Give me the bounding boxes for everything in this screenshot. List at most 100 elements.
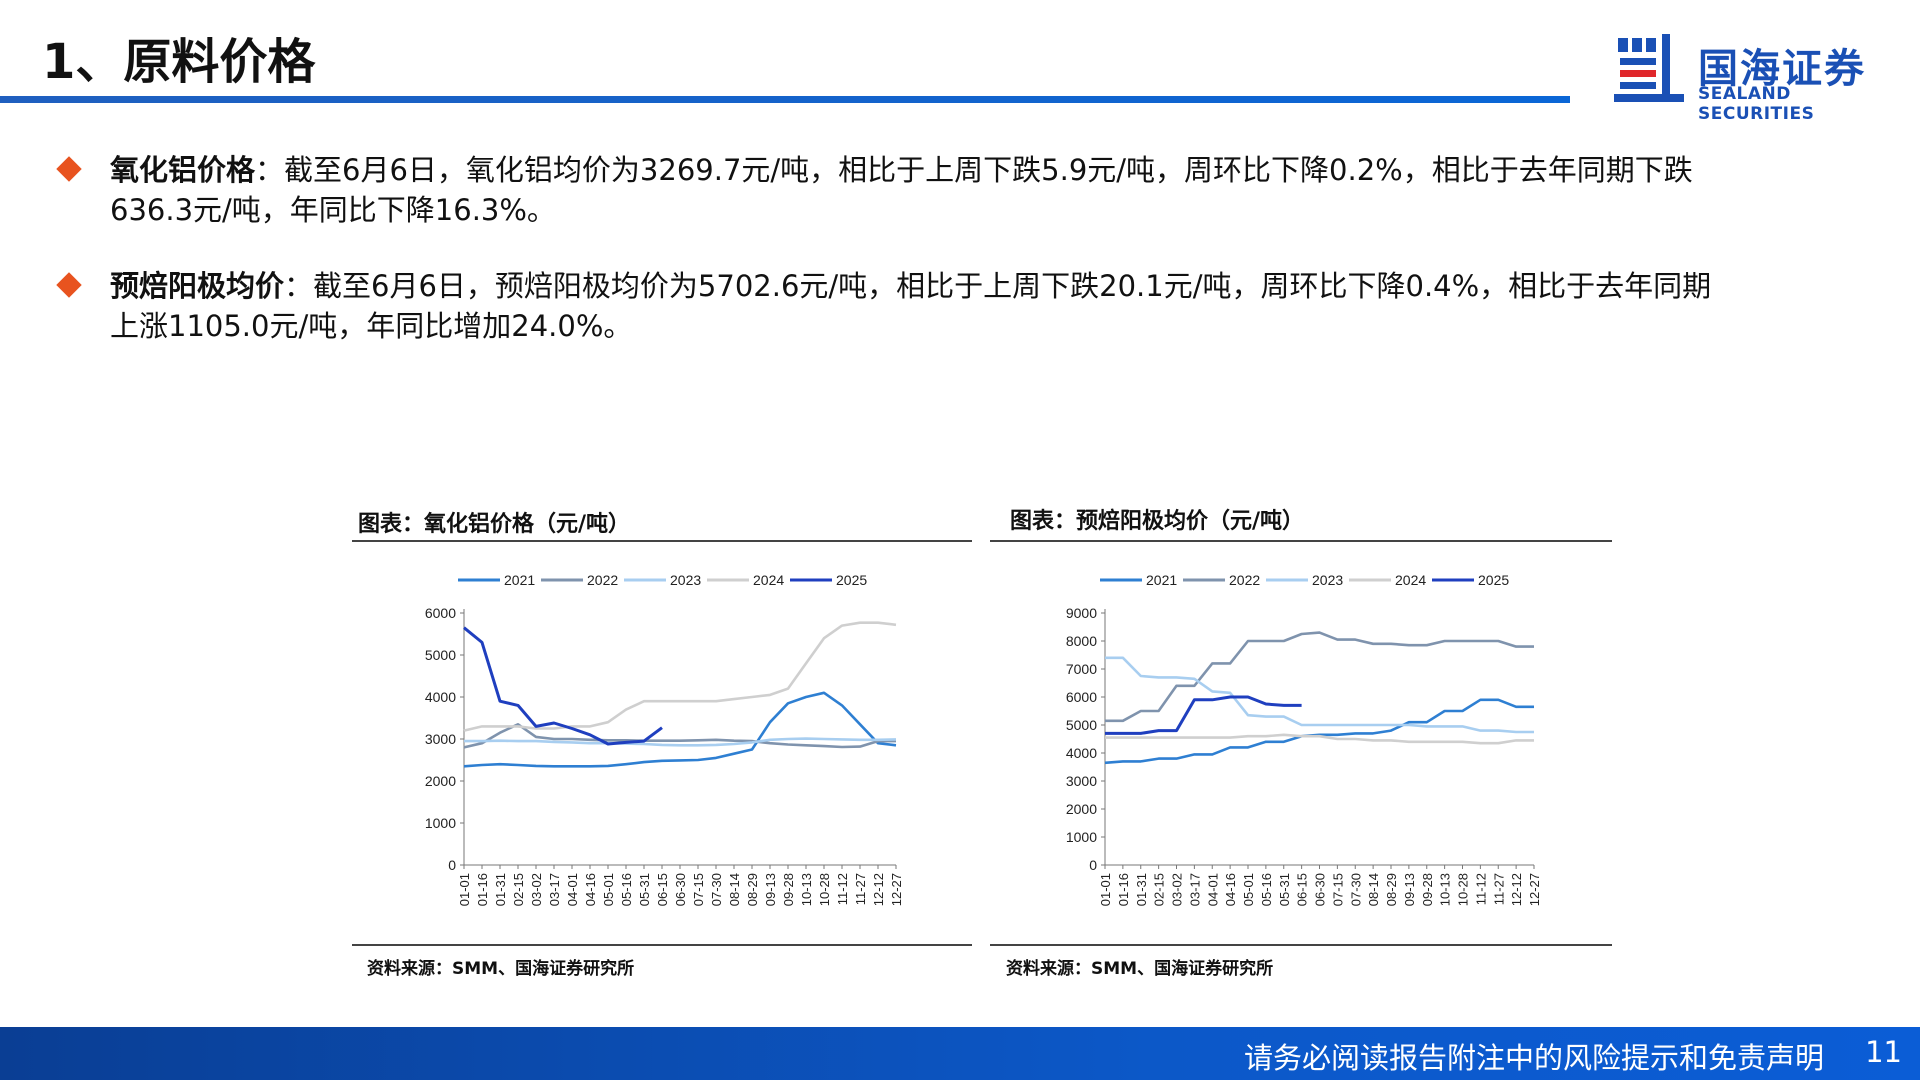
chart1-series-2025	[463, 626, 663, 746]
chart1-top-rule	[352, 540, 972, 542]
chart2-bottom-rule	[990, 944, 1612, 946]
chart2-x-tick-label: 01-16	[1116, 873, 1131, 906]
chart1-y-tick-label: 6000	[425, 605, 456, 621]
chart2-x-tick-label: 05-31	[1277, 873, 1292, 906]
chart2-y-tick-label: 1000	[1066, 829, 1097, 845]
chart2-series-2025	[1105, 695, 1302, 735]
footer-disclaimer: 请务必阅读报告附注中的风险提示和免责声明	[1243, 1041, 1824, 1075]
bullet-alumina-label: 氧化铝价格	[110, 153, 256, 187]
chart2-x-tick-label: 04-16	[1223, 873, 1238, 906]
chart1-legend-label-2024: 2024	[753, 572, 784, 588]
chart2-x-tick-label: 07-15	[1330, 873, 1345, 906]
chart2-x-tick-label: 02-15	[1152, 873, 1167, 906]
chart2-x-tick-label: 10-13	[1438, 873, 1453, 906]
sealand-logo-icon	[1614, 34, 1684, 102]
chart2-x-tick-label: 11-12	[1473, 873, 1488, 905]
chart2-x-tick-label: 11-27	[1491, 873, 1506, 905]
chart1-legend-label-2023: 2023	[670, 572, 701, 588]
chart1-x-tick-label: 10-28	[817, 873, 832, 906]
chart1-y-tick-label: 5000	[425, 647, 456, 663]
chart1-legend-label-2025: 2025	[836, 572, 867, 588]
chart1-x-tick-label: 01-31	[493, 873, 508, 906]
chart1-legend-label-2022: 2022	[587, 572, 618, 588]
chart1-x-tick-label: 08-29	[745, 873, 760, 906]
chart2-series-2021	[1104, 698, 1534, 765]
chart2-legend-label-2024: 2024	[1395, 572, 1426, 588]
logo-english: SEALAND SECURITIES	[1698, 84, 1815, 124]
chart2-x-tick-label: 04-01	[1205, 873, 1220, 906]
bullet-anode-label: 预焙阳极均价	[110, 269, 285, 303]
chart1-x-tick-label: 01-01	[457, 873, 472, 906]
chart2-x-tick-label: 08-14	[1366, 873, 1381, 906]
bullet-alumina-line2: 636.3元/吨，年同比下降16.3%。	[110, 193, 556, 227]
chart2-x-tick-label: 06-15	[1295, 873, 1310, 906]
chart2-series-2022	[1105, 631, 1534, 723]
chart2-y-tick-label: 7000	[1066, 661, 1097, 677]
chart1-x-tick-label: 11-27	[853, 873, 868, 905]
chart1-x-tick-label: 07-30	[709, 873, 724, 906]
chart1-x-tick-label: 04-16	[583, 873, 598, 906]
chart1-x-tick-label: 06-30	[673, 873, 688, 906]
chart1-x-tick-label: 03-17	[547, 873, 562, 906]
chart2-x-tick-label: 05-01	[1241, 873, 1256, 906]
chart2-series-2024	[1105, 733, 1534, 745]
chart1-x-tick-label: 01-16	[475, 873, 490, 906]
chart1-legend-label-2021: 2021	[504, 572, 535, 588]
anode-price-chart: 2021 2022 2023 2024 2025 0 1000 2000 3000 4000 500…	[1066, 572, 1542, 906]
title-underline	[0, 96, 1570, 103]
bullet-anode-text: ：截至6月6日，预焙阳极均价为5702.6元/吨，相比于上周下跌20.1元/吨，…	[284, 269, 1712, 303]
chart2-legend-label-2023: 2023	[1312, 572, 1343, 588]
chart2-legend-label-2022: 2022	[1229, 572, 1260, 588]
chart2-x-tick-label: 05-16	[1259, 873, 1274, 906]
bullet-alumina-line1: 氧化铝价格：截至6月6日，氧化铝均价为3269.7元/吨，相比于上周下跌5.9元…	[110, 150, 1900, 190]
chart2-y-tick-label: 3000	[1066, 773, 1097, 789]
chart1-x-tick-label: 07-15	[691, 873, 706, 906]
diamond-bullet-icon	[56, 156, 82, 182]
page-number: 11	[1865, 1035, 1902, 1069]
alumina-price-chart: 2021 2022 2023 2024 2025 0 1000 2000 3000 4000 500…	[425, 572, 904, 906]
chart2-title: 图表：预焙阳极均价（元/吨）	[1010, 509, 1305, 534]
chart1-y-tick-label: 0	[448, 857, 456, 873]
chart1-x-tick-label: 05-01	[601, 873, 616, 906]
chart1-source: 资料来源：SMM、国海证券研究所	[367, 959, 635, 979]
logo-name: 国海证券	[1698, 46, 1866, 92]
bullet-anode-line2: 上涨1105.0元/吨，年同比增加24.0%。	[110, 309, 633, 343]
chart2-series-2023	[1105, 656, 1534, 734]
chart2-source: 资料来源：SMM、国海证券研究所	[1006, 959, 1274, 979]
chart1-x-tick-label: 09-28	[781, 873, 796, 906]
bullet-anode-line1: 预焙阳极均价：截至6月6日，预焙阳极均价为5702.6元/吨，相比于上周下跌20…	[110, 266, 1900, 306]
chart2-top-rule	[990, 540, 1612, 542]
chart1-x-tick-label: 05-31	[637, 873, 652, 906]
chart2-y-tick-label: 5000	[1066, 717, 1097, 733]
chart1-title: 图表：氧化铝价格（元/吨）	[358, 512, 631, 537]
footer-bar: 请务必阅读报告附注中的风险提示和免责声明 11	[0, 1027, 1920, 1080]
chart1-x-tick-label: 12-27	[889, 873, 904, 906]
chart2-x-tick-label: 09-28	[1420, 873, 1435, 906]
chart1-x-tick-label: 04-01	[565, 873, 580, 906]
chart1-bottom-rule	[352, 944, 972, 946]
chart2-x-tick-label: 01-01	[1098, 873, 1113, 906]
chart1-y-tick-label: 2000	[425, 773, 456, 789]
chart2-x-tick-label: 10-28	[1456, 873, 1471, 906]
chart2-legend-label-2025: 2025	[1478, 572, 1509, 588]
chart2-x-tick-label: 09-13	[1402, 873, 1417, 906]
chart1-x-tick-label: 09-13	[763, 873, 778, 906]
chart1-x-tick-label: 06-15	[655, 873, 670, 906]
chart1-series-2024	[463, 621, 897, 732]
chart2-legend-label-2021: 2021	[1146, 572, 1177, 588]
chart2-x-tick-label: 03-17	[1187, 873, 1202, 906]
bullet-alumina-text: ：截至6月6日，氧化铝均价为3269.7元/吨，相比于上周下跌5.9元/吨，周环…	[255, 153, 1693, 187]
chart2-x-tick-label: 08-29	[1384, 873, 1399, 906]
page-title: 1、原料价格	[42, 34, 316, 90]
chart1-x-tick-label: 12-12	[871, 873, 886, 906]
chart1-y-tick-label: 1000	[425, 815, 456, 831]
chart2-y-tick-label: 8000	[1066, 633, 1097, 649]
chart2-x-tick-label: 03-02	[1170, 873, 1185, 906]
chart2-x-tick-label: 01-31	[1134, 873, 1149, 906]
chart1-series-2022	[463, 723, 896, 749]
chart2-x-tick-label: 06-30	[1313, 873, 1328, 906]
chart2-x-tick-label: 12-12	[1509, 873, 1524, 906]
chart2-y-tick-label: 2000	[1066, 801, 1097, 817]
chart1-x-tick-label: 03-02	[529, 873, 544, 906]
chart2-y-tick-label: 0	[1089, 857, 1097, 873]
